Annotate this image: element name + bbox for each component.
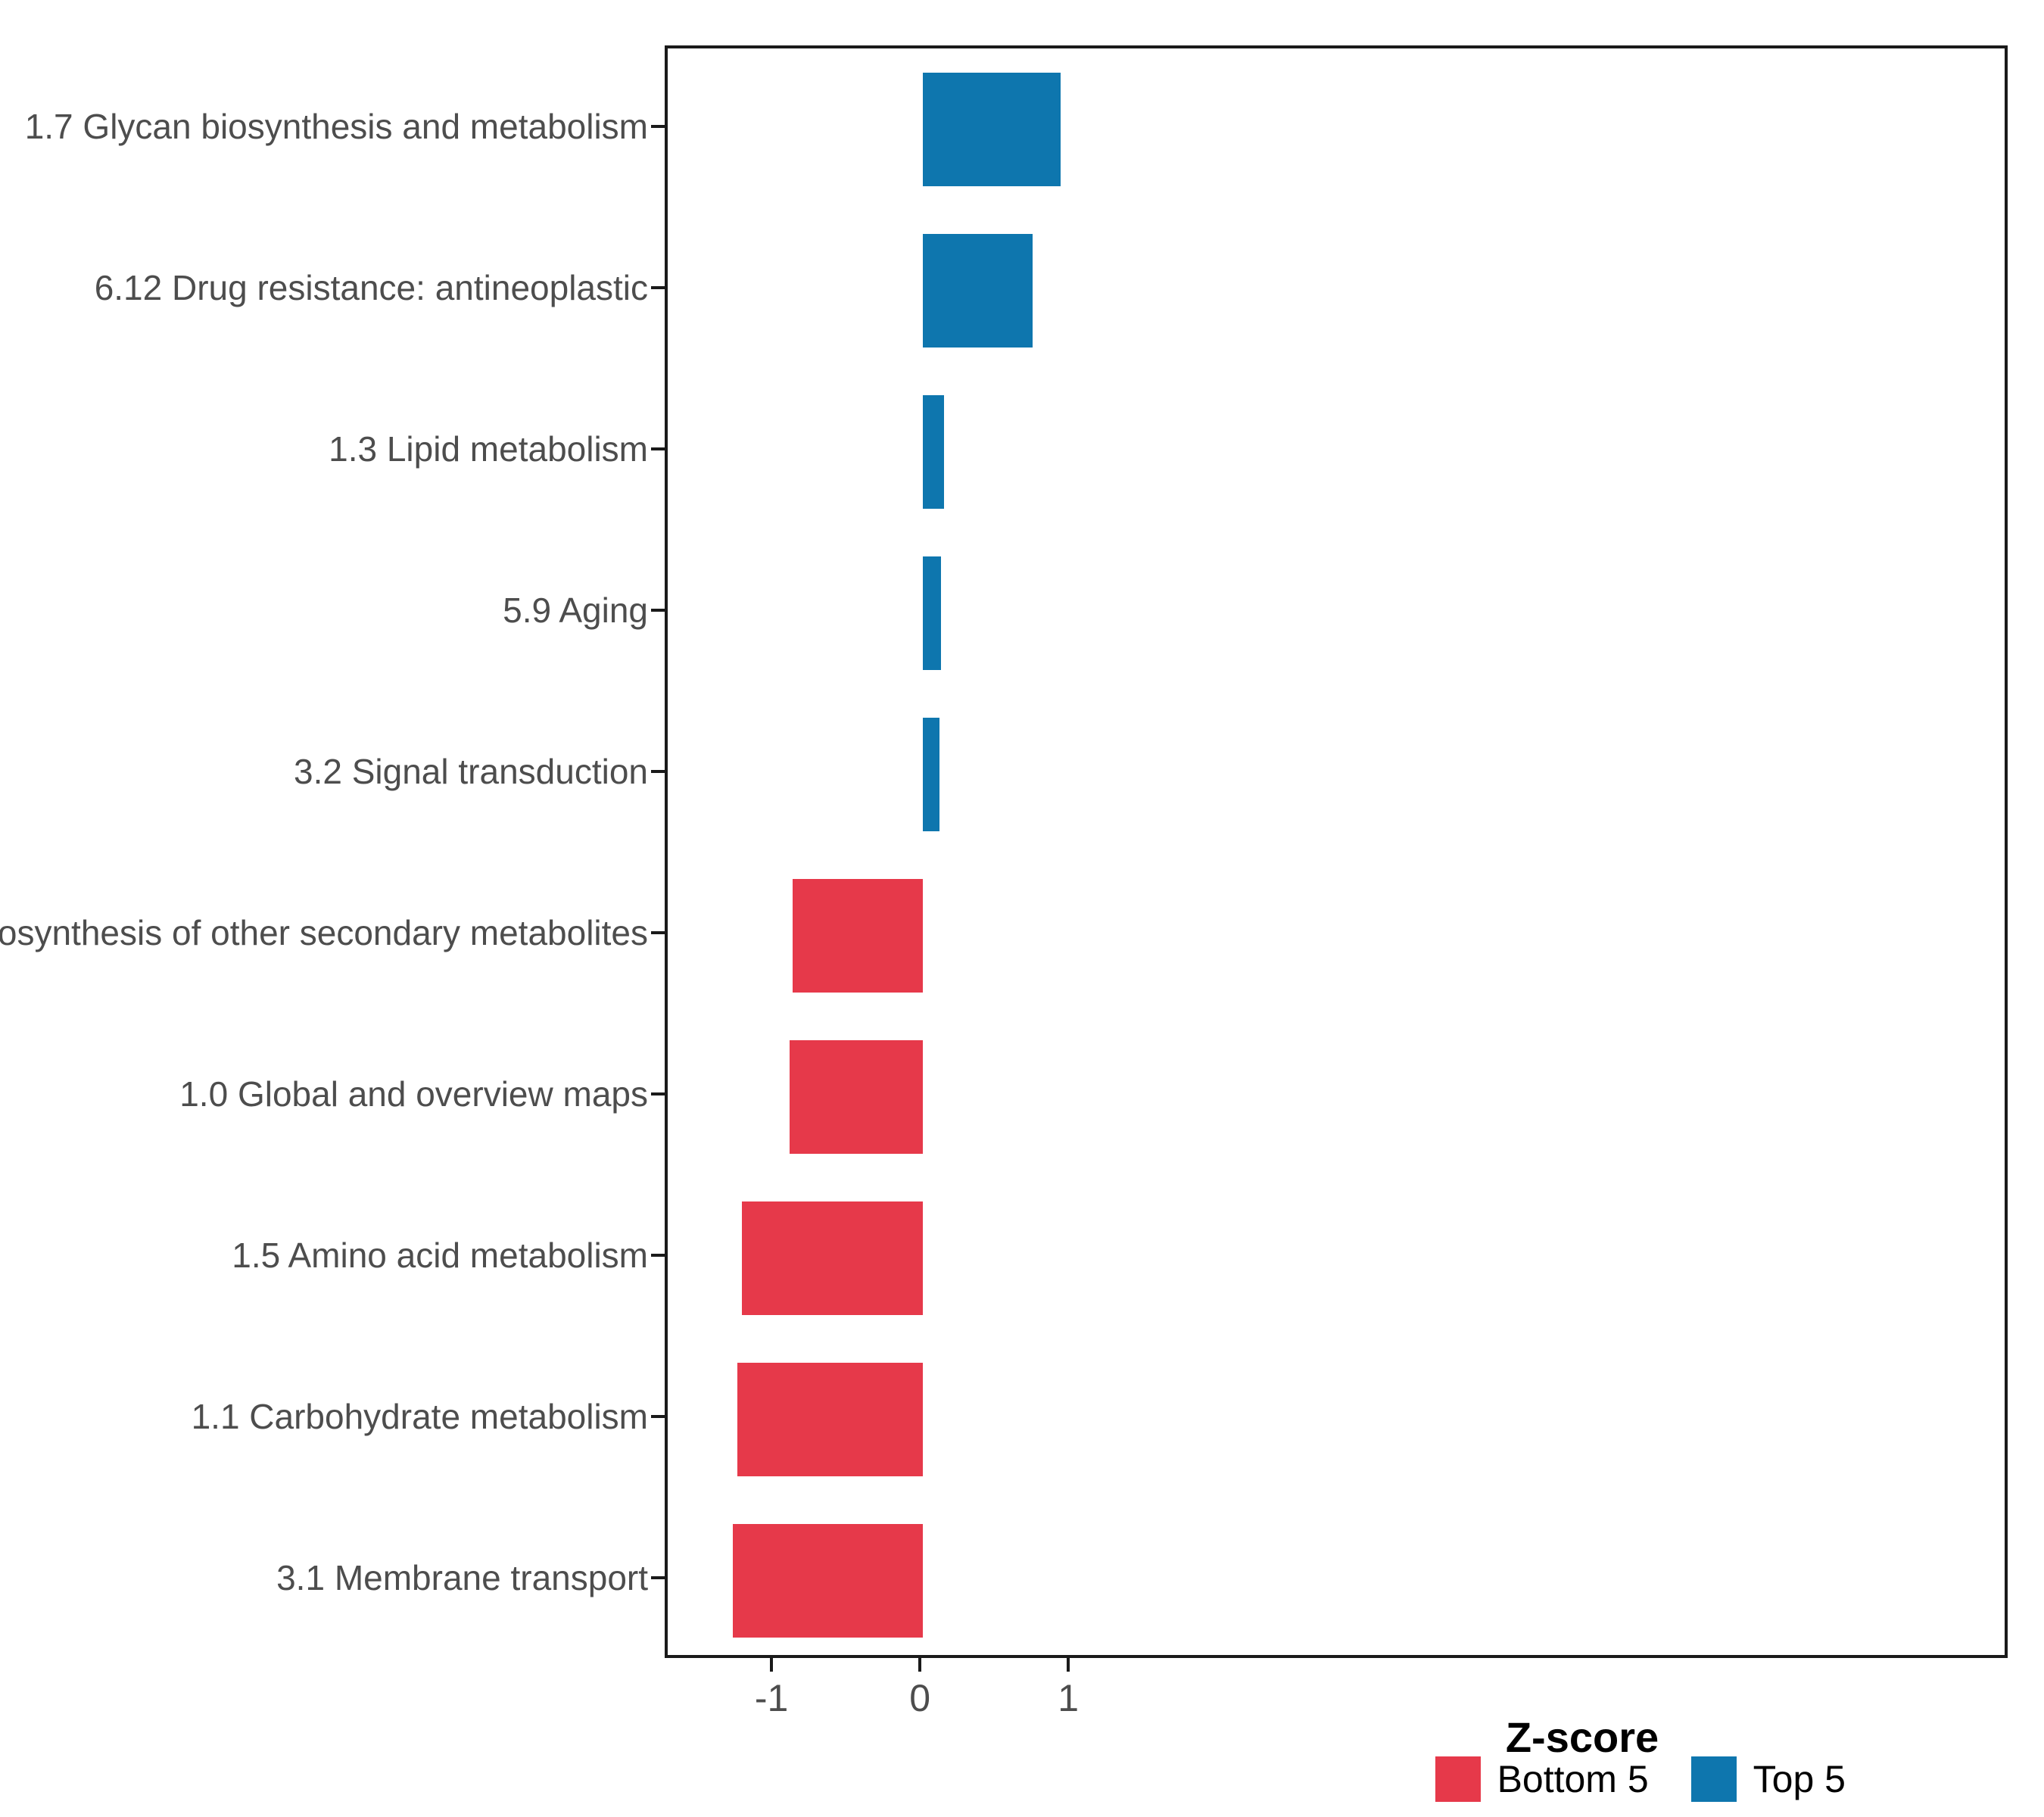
y-tick-mark [651,769,665,773]
bar-positive [923,394,944,509]
y-tick-mark [651,447,665,450]
bar-positive [923,717,939,831]
category-label: 3.1 Membrane transport [276,1557,648,1597]
legend-item: Top 5 [1690,1756,1846,1802]
category-label: 5.9 Aging [503,590,648,630]
y-tick-mark [651,1575,665,1579]
bar-positive [923,233,1033,348]
legend: Bottom 5 Top 5 [1435,1756,1846,1802]
bar-positive [923,556,941,670]
x-tick-mark [918,1658,922,1672]
category-label: 1.10 Biosynthesis of other secondary met… [0,912,648,952]
category-label: 1.1 Carbohydrate metabolism [191,1396,648,1436]
legend-swatch [1435,1756,1481,1802]
category-label: 1.7 Glycan biosynthesis and metabolism [24,106,648,146]
legend-item: Bottom 5 [1435,1756,1649,1802]
y-tick-mark [651,608,665,612]
bar-negative [792,878,924,993]
x-tick-mark [770,1658,774,1672]
y-tick-mark [651,1414,665,1418]
category-label: 1.0 Global and overview maps [179,1074,648,1114]
plot-panel [665,45,2008,1658]
bar-negative [742,1201,924,1315]
x-tick-label: -1 [754,1677,789,1719]
y-tick-mark [651,930,665,934]
x-axis-title: Z-score [1505,1713,1659,1761]
y-tick-mark [651,124,665,128]
category-label: 1.5 Amino acid metabolism [232,1235,648,1275]
y-tick-mark [651,1253,665,1257]
category-label: 6.12 Drug resistance: antineoplastic [94,267,648,307]
y-tick-mark [651,285,665,289]
category-label: 1.3 Lipid metabolism [329,429,648,469]
bar-negative [789,1039,924,1154]
category-label: 3.2 Signal transduction [294,751,648,791]
legend-label: Bottom 5 [1497,1758,1649,1800]
bar-positive [923,72,1061,186]
legend-swatch [1690,1756,1737,1802]
y-tick-mark [651,1092,665,1095]
x-tick-mark [1067,1658,1070,1672]
bar-negative [737,1362,924,1476]
legend-label: Top 5 [1753,1758,1846,1800]
bar-negative [733,1523,924,1638]
